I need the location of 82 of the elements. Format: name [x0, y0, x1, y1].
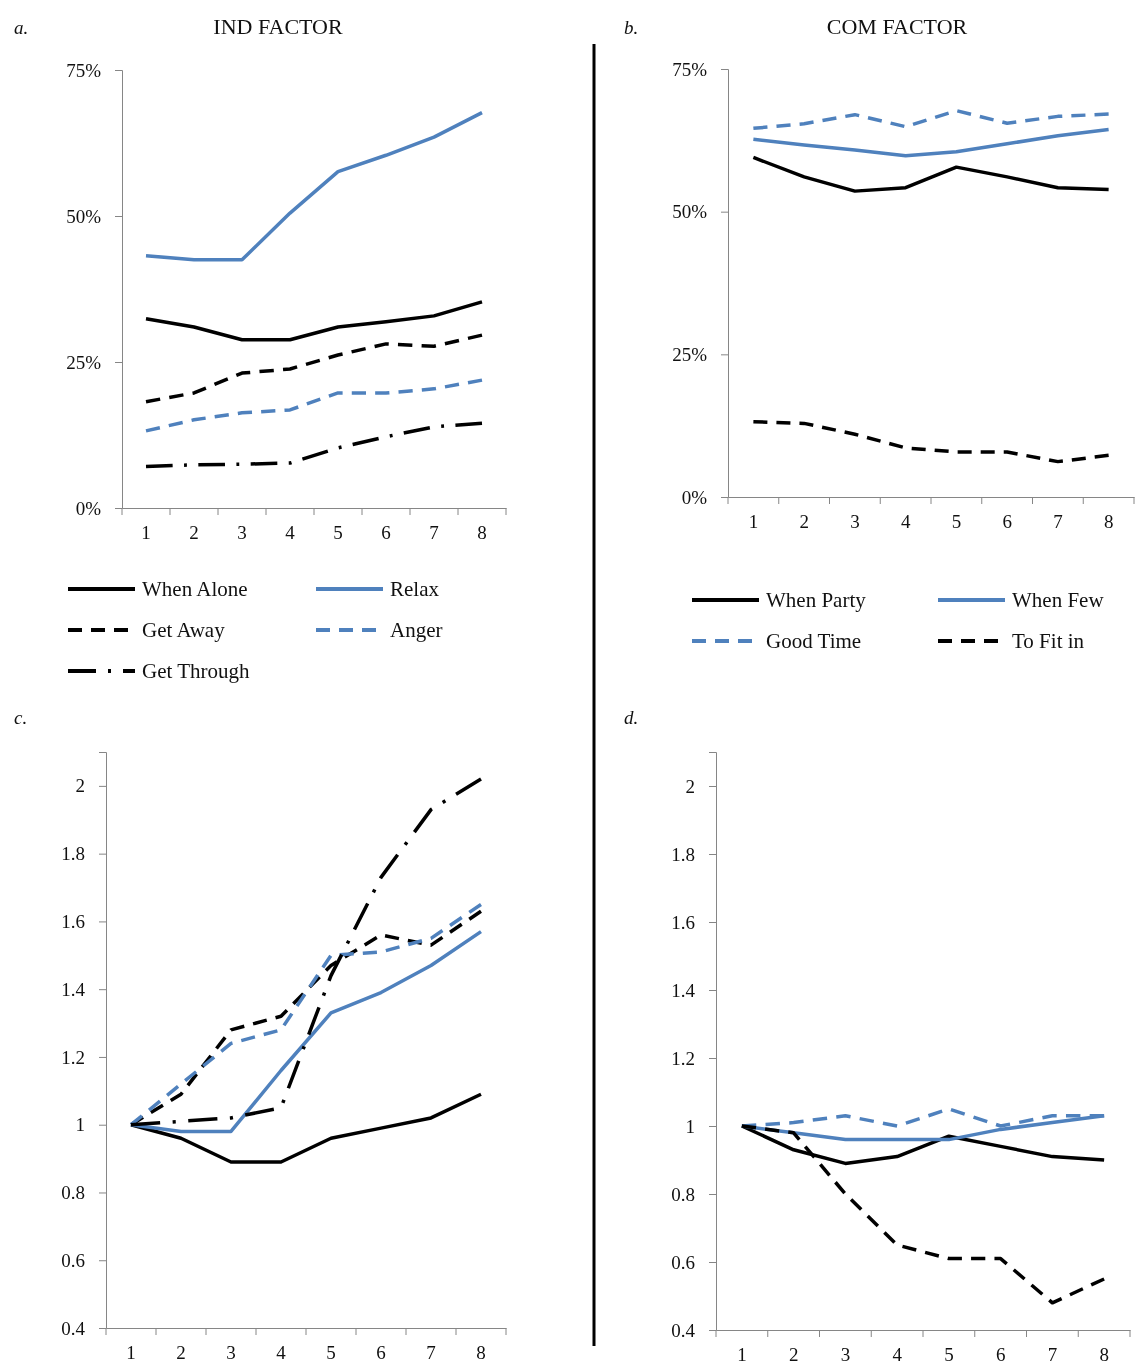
x-tick-label: 3 — [840, 1344, 851, 1366]
x-tick-label: 1 — [748, 511, 759, 533]
x-tick-label: 1 — [126, 1342, 136, 1364]
x-tick-label: 2 — [176, 1342, 186, 1364]
x-tick-label: 6 — [1002, 511, 1012, 533]
chart-title: IND FACTOR — [213, 14, 344, 39]
y-tick-label: 1.4 — [61, 978, 86, 1000]
x-tick-label: 7 — [426, 1342, 436, 1364]
x-tick-label: 1 — [737, 1344, 747, 1366]
line-series — [144, 421, 484, 469]
y-tick-label: 0.4 — [61, 1317, 86, 1339]
y-tick-label: 2 — [75, 775, 85, 797]
x-tick-label: 1 — [141, 522, 151, 544]
x-tick-label: 8 — [477, 522, 487, 544]
x-tick-label: 8 — [476, 1342, 486, 1364]
x-tick-label: 5 — [333, 522, 343, 544]
x-tick-label: 2 — [799, 511, 809, 533]
legend-label: Anger — [390, 618, 443, 642]
line-series — [144, 300, 484, 342]
text: b. — [624, 17, 639, 38]
y-tick-label: 2 — [685, 775, 695, 797]
y-tick-label: 0% — [75, 497, 102, 519]
line-series — [144, 333, 484, 404]
line-series — [751, 108, 1111, 131]
legend-label: When Few — [1012, 588, 1105, 612]
text: a. — [14, 17, 29, 38]
y-tick-label: 25% — [672, 343, 708, 365]
x-tick-label: 5 — [944, 1344, 954, 1366]
line-series — [751, 419, 1111, 464]
x-tick-label: 4 — [276, 1342, 287, 1364]
x-tick-label: 3 — [226, 1342, 236, 1364]
x-tick-label: 2 — [189, 522, 199, 544]
line-series — [751, 127, 1111, 158]
y-tick-label: 75% — [66, 59, 102, 81]
x-tick-label: 6 — [995, 1344, 1006, 1366]
legend-label: To Fit in — [1012, 629, 1085, 653]
line-series — [144, 378, 484, 433]
x-tick-label: 4 — [285, 522, 296, 544]
y-tick-label: 50% — [672, 201, 708, 223]
x-tick-label: 4 — [900, 511, 911, 533]
y-tick-label: 0.6 — [61, 1249, 85, 1271]
legend-label: Good Time — [766, 629, 862, 653]
x-tick-label: 6 — [376, 1342, 386, 1364]
y-tick-label: 25% — [66, 351, 102, 373]
x-tick-label: 8 — [1099, 1344, 1109, 1366]
x-tick-label: 2 — [788, 1344, 799, 1366]
x-tick-label: 7 — [1047, 1344, 1058, 1366]
x-tick-label: 5 — [326, 1342, 336, 1364]
legend-label: Get Through — [142, 659, 251, 683]
y-tick-label: 1.6 — [61, 910, 85, 932]
x-tick-label: 4 — [892, 1344, 903, 1366]
y-tick-label: 1.2 — [61, 1046, 85, 1068]
y-tick-label: 0.8 — [671, 1183, 695, 1205]
text: c. — [14, 707, 28, 728]
y-tick-label: 1.4 — [671, 979, 696, 1001]
chart-title: COM FACTOR — [826, 14, 968, 39]
y-tick-label: 1.8 — [61, 843, 85, 865]
y-tick-label: 0.4 — [671, 1319, 696, 1341]
y-tick-label: 50% — [66, 205, 102, 227]
y-tick-label: 1.8 — [671, 843, 695, 865]
y-tick-label: 0.8 — [61, 1182, 85, 1204]
legend-label: Get Away — [142, 618, 226, 642]
y-tick-label: 0.6 — [671, 1251, 695, 1273]
y-tick-label: 1 — [75, 1114, 85, 1136]
y-tick-label: 1.6 — [671, 911, 695, 933]
x-tick-label: 7 — [1053, 511, 1063, 533]
y-tick-label: 1 — [685, 1115, 695, 1137]
x-tick-label: 3 — [237, 522, 247, 544]
y-tick-label: 0% — [681, 486, 708, 508]
legend-label: When Alone — [142, 577, 248, 601]
line-series — [751, 155, 1111, 193]
y-tick-label: 75% — [672, 58, 708, 80]
legend-label: Relax — [390, 577, 440, 601]
text: d. — [624, 707, 639, 728]
x-tick-label: 5 — [951, 511, 962, 533]
line-series — [144, 110, 484, 262]
y-tick-label: 1.2 — [671, 1047, 695, 1069]
x-tick-label: 7 — [429, 522, 439, 544]
x-tick-label: 3 — [850, 511, 860, 533]
x-tick-label: 6 — [381, 522, 391, 544]
legend-label: When Party — [766, 588, 867, 612]
x-tick-label: 8 — [1103, 511, 1114, 533]
